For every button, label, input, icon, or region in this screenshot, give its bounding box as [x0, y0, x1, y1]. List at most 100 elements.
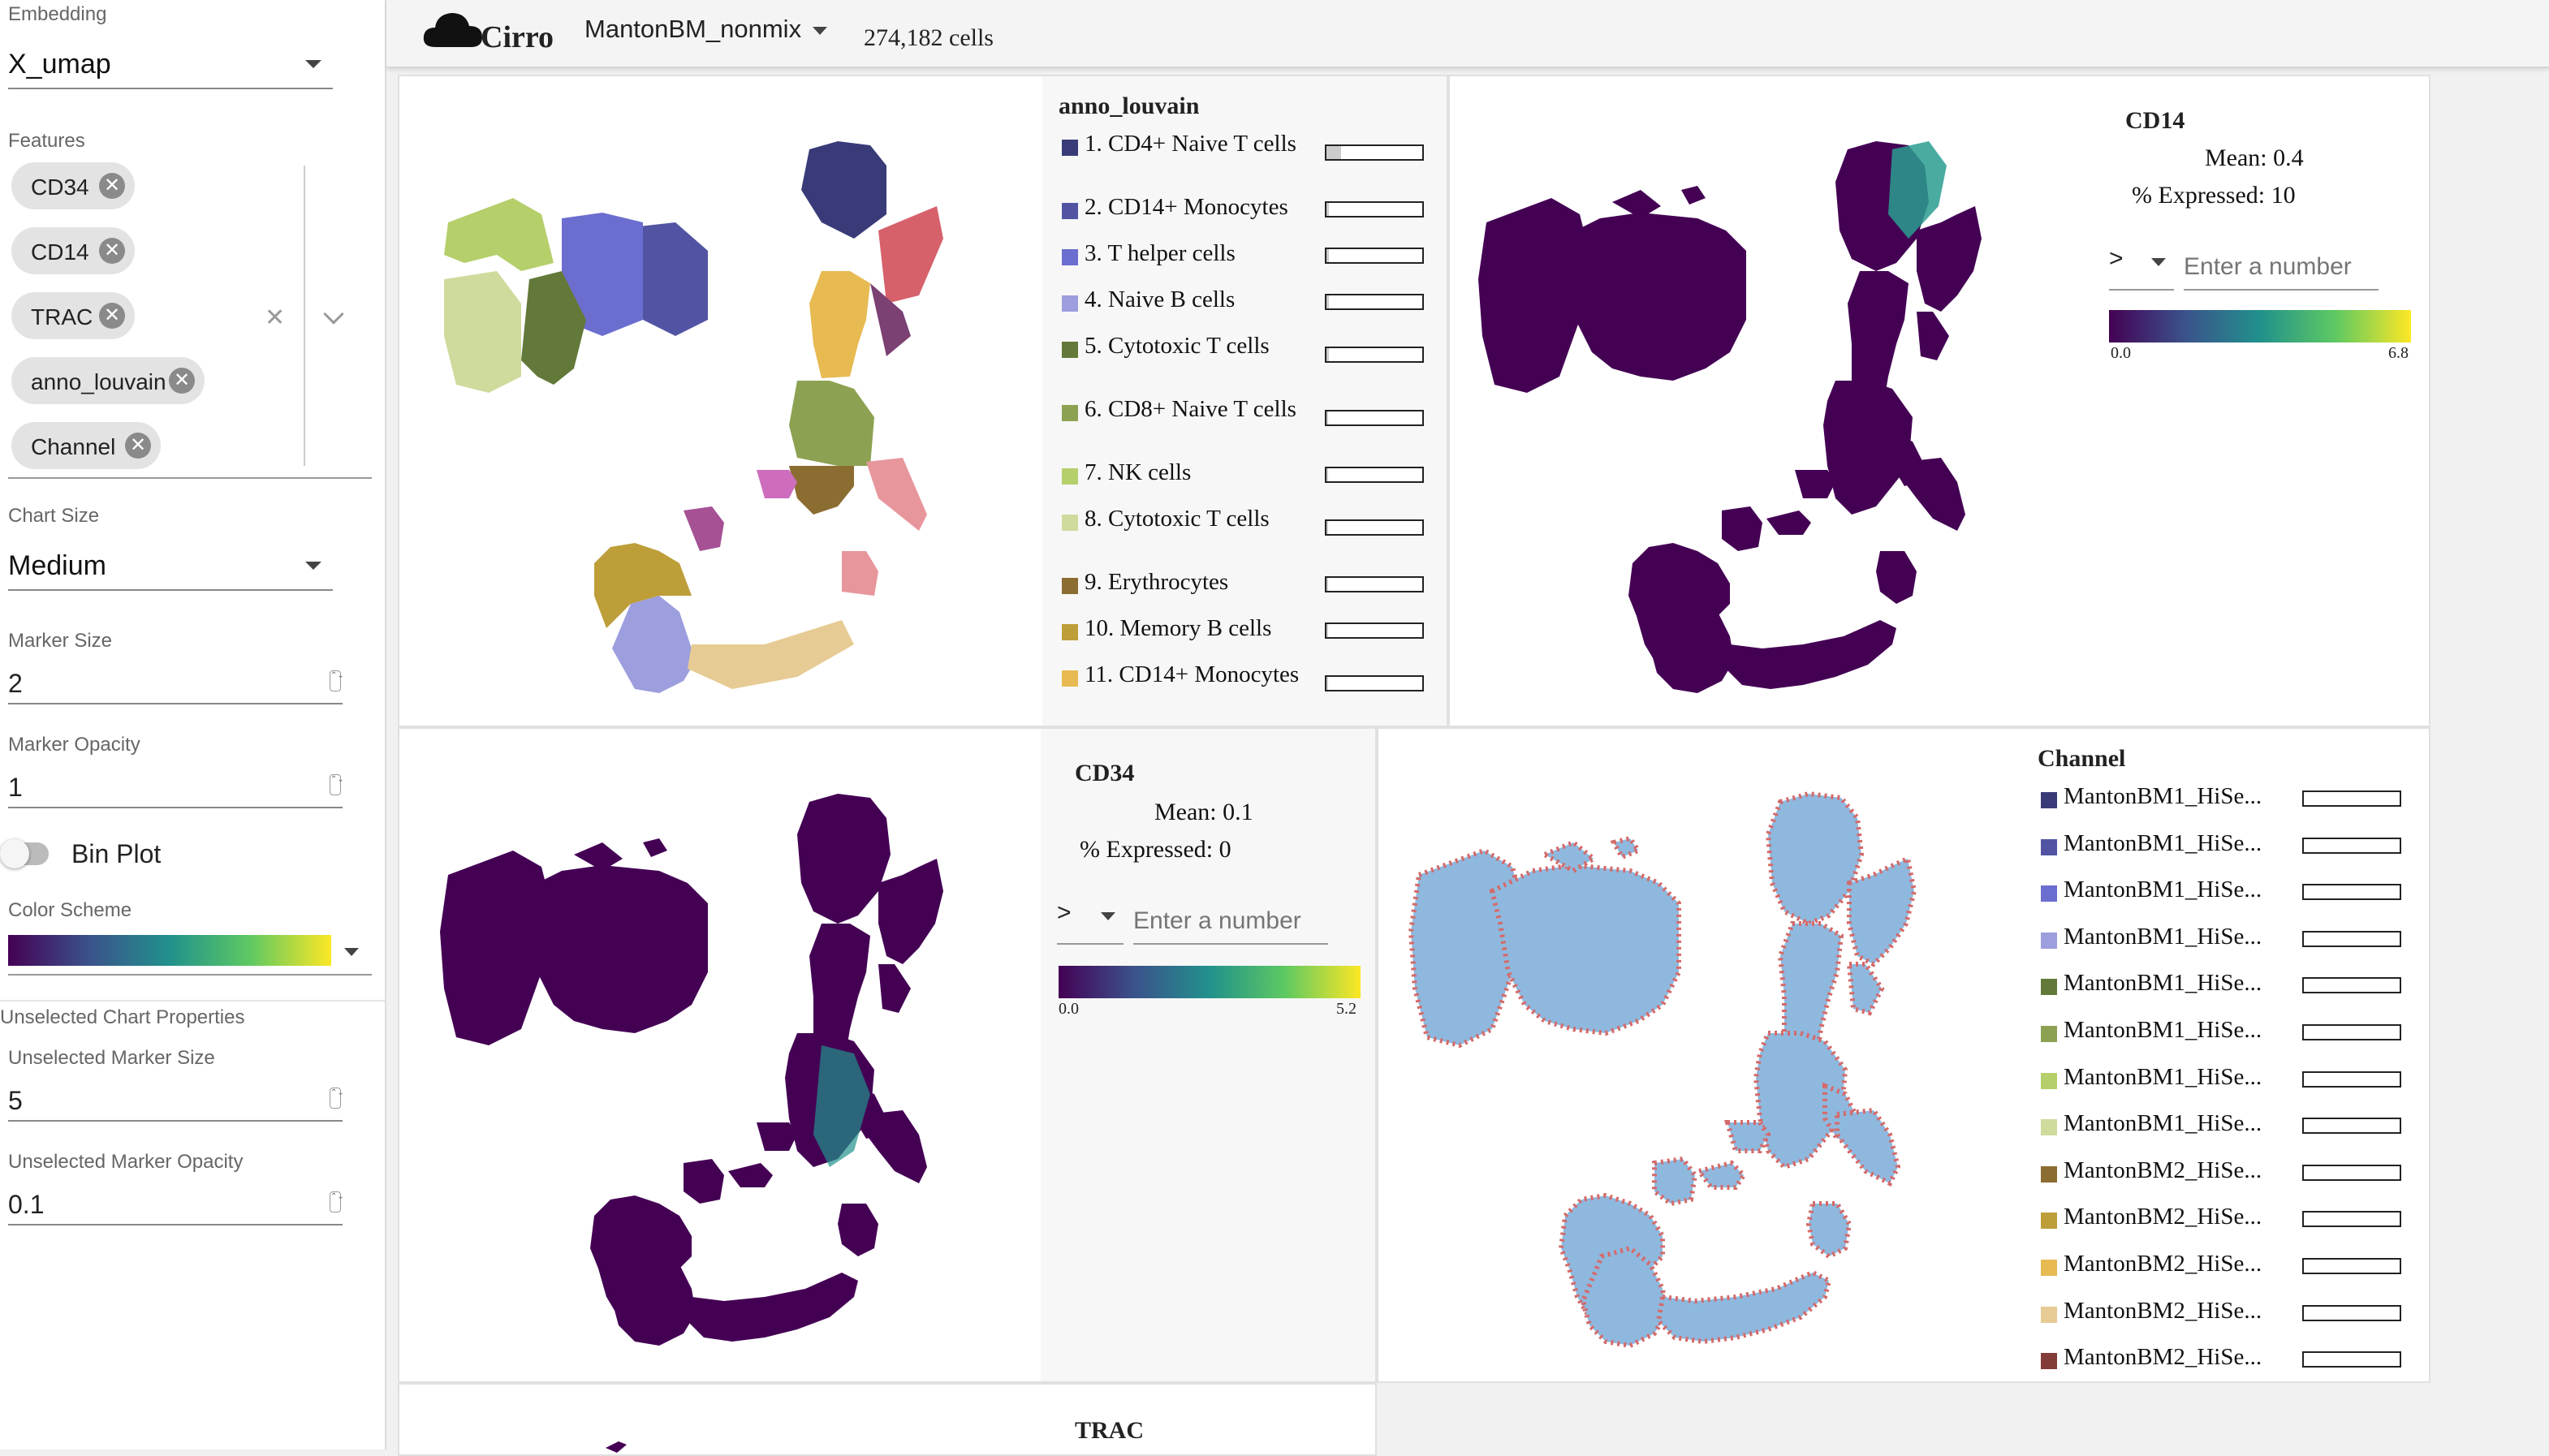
stepper-icon[interactable]: ⌃⌄	[330, 774, 344, 795]
chevron-down-icon	[305, 562, 321, 570]
cd14-threshold-input[interactable]	[2184, 245, 2379, 291]
channel-legend-item[interactable]: MantonBM1_HiSe...	[2041, 1108, 2262, 1139]
legend-label: 9. Erythrocytes	[1085, 569, 1229, 595]
dataset-select[interactable]: MantonBM_nonmix	[584, 15, 828, 47]
anno-legend-item[interactable]: 9. Erythrocytes	[1062, 566, 1313, 597]
cd34-scatter[interactable]	[399, 729, 1049, 1378]
channel-legend-item[interactable]: MantonBM1_HiSe...	[2041, 874, 2262, 905]
chevron-down-icon[interactable]	[323, 304, 344, 325]
legend-bar	[1325, 201, 1424, 218]
channel-legend-item[interactable]: MantonBM1_HiSe...	[2041, 967, 2262, 998]
unselected-opacity-input[interactable]: 0.1 ⌃⌄	[8, 1177, 344, 1226]
cluster-8	[444, 271, 521, 393]
unselected-size-input[interactable]: 5 ⌃⌄	[8, 1073, 344, 1122]
cluster-extra-5	[684, 506, 724, 551]
cd34-operator-select[interactable]: >	[1057, 899, 1124, 945]
legend-swatch	[1062, 578, 1078, 594]
anno-legend-item[interactable]: 4. Naive B cells	[1062, 284, 1313, 315]
color-scheme-underline	[8, 974, 372, 976]
channel-panel: Channel MantonBM1_HiSe... MantonBM1_HiSe.…	[1377, 727, 2430, 1383]
cd14-title: CD14	[2125, 107, 2185, 134]
trac-scatter[interactable]	[602, 1424, 635, 1456]
legend-label: MantonBM1_HiSe...	[2064, 829, 2262, 856]
legend-swatch	[2041, 1213, 2057, 1230]
anno-legend-item[interactable]: 7. NK cells	[1062, 457, 1313, 488]
cd14-operator-select[interactable]: >	[2109, 245, 2174, 291]
remove-icon[interactable]: ✕	[99, 303, 125, 329]
legend-label: 7. NK cells	[1085, 459, 1192, 485]
legend-bar	[1325, 467, 1424, 483]
feature-chip-trac[interactable]: TRAC ✕	[11, 292, 135, 339]
channel-legend-item[interactable]: MantonBM2_HiSe...	[2041, 1342, 2262, 1372]
channel-legend-item[interactable]: MantonBM2_HiSe...	[2041, 1201, 2262, 1232]
clear-features-icon[interactable]: ✕	[265, 304, 286, 331]
channel-scatter[interactable]	[1378, 729, 2028, 1378]
sidebar: Embedding X_umap Features CD34 ✕ CD14 ✕ TR…	[0, 0, 386, 1450]
cluster-extra-1	[878, 206, 943, 304]
remove-icon[interactable]: ✕	[125, 433, 151, 459]
channel-legend-item[interactable]: MantonBM1_HiSe...	[2041, 781, 2262, 812]
features-divider	[304, 166, 305, 466]
cluster-extra-7	[870, 283, 911, 356]
legend-label: 5. Cytotoxic T cells	[1085, 333, 1270, 359]
channel-legend-item[interactable]: MantonBM2_HiSe...	[2041, 1248, 2262, 1279]
feature-chip-cd14[interactable]: CD14 ✕	[11, 227, 135, 274]
legend-bar	[1325, 248, 1424, 264]
remove-icon[interactable]: ✕	[99, 238, 125, 264]
feature-chip-channel[interactable]: Channel ✕	[11, 422, 161, 469]
cloud-icon	[423, 13, 482, 47]
marker-opacity-input[interactable]: 1 ⌃⌄	[8, 760, 344, 808]
anno-legend-item[interactable]: 8. Cytotoxic T cells	[1062, 503, 1313, 534]
cd14-mean: Mean: 0.4	[2205, 144, 2304, 171]
remove-icon[interactable]: ✕	[99, 173, 125, 199]
legend-bar	[2302, 1070, 2401, 1088]
anno-legend-item[interactable]: 1. CD4+ Naive T cells	[1062, 128, 1313, 159]
remove-icon[interactable]: ✕	[169, 368, 195, 394]
anno-louvain-scatter[interactable]	[399, 76, 1049, 726]
stepper-icon[interactable]: ⌃⌄	[330, 670, 344, 691]
legend-swatch	[2041, 932, 2057, 949]
cd34-threshold-input[interactable]	[1133, 899, 1328, 945]
chevron-down-icon	[1101, 912, 1115, 920]
chevron-down-icon	[305, 60, 321, 68]
embedding-select[interactable]: X_umap	[8, 37, 333, 89]
legend-bar-fill	[1326, 677, 1328, 690]
channel-legend-item[interactable]: MantonBM1_HiSe...	[2041, 1014, 2262, 1045]
marker-size-input[interactable]: 2 ⌃⌄	[8, 656, 344, 704]
feature-chip-anno-louvain[interactable]: anno_louvain ✕	[11, 357, 205, 404]
cd14-scatter[interactable]	[1450, 76, 2099, 726]
legend-bar-fill	[1326, 411, 1328, 424]
cluster-7	[444, 198, 554, 271]
channel-legend-item[interactable]: MantonBM1_HiSe...	[2041, 1062, 2262, 1092]
anno-legend-item[interactable]: 11. CD14+ Monocytes	[1062, 659, 1313, 690]
anno-legend-item[interactable]: 2. CD14+ Monocytes	[1062, 192, 1313, 222]
trac-title: TRAC	[1075, 1417, 1145, 1444]
feature-chip-cd34[interactable]: CD34 ✕	[11, 162, 135, 209]
cd34-max: 5.2	[1336, 1000, 1356, 1018]
channel-legend-item[interactable]: MantonBM2_HiSe...	[2041, 1295, 2262, 1326]
cluster-2	[639, 222, 708, 336]
unselected-opacity-label: Unselected Marker Opacity	[8, 1151, 244, 1173]
bin-plot-toggle[interactable]	[0, 839, 49, 868]
legend-label: MantonBM1_HiSe...	[2064, 783, 2262, 809]
cluster-9	[789, 466, 854, 515]
cd34-expressed: % Expressed: 0	[1080, 836, 1231, 863]
legend-bar	[1325, 410, 1424, 426]
legend-label: MantonBM1_HiSe...	[2064, 1110, 2262, 1137]
color-scheme-swatch[interactable]	[8, 935, 331, 966]
legend-label: 6. CD8+ Naive T cells	[1085, 396, 1296, 422]
anno-legend-item[interactable]: 6. CD8+ Naive T cells	[1062, 394, 1313, 424]
anno-legend-item[interactable]: 10. Memory B cells	[1062, 613, 1313, 644]
channel-legend-item[interactable]: MantonBM1_HiSe...	[2041, 828, 2262, 859]
chart-size-select[interactable]: Medium	[8, 539, 333, 591]
legend-swatch	[1062, 624, 1078, 640]
legend-bar	[2302, 1304, 2401, 1321]
legend-bar-fill	[1326, 203, 1329, 216]
stepper-icon[interactable]: ⌃⌄	[330, 1191, 344, 1213]
channel-legend-item[interactable]: MantonBM2_HiSe...	[2041, 1155, 2262, 1186]
anno-legend-item[interactable]: 3. T helper cells	[1062, 238, 1313, 269]
chevron-down-icon[interactable]	[344, 948, 359, 956]
stepper-icon[interactable]: ⌃⌄	[330, 1088, 344, 1109]
channel-legend-item[interactable]: MantonBM1_HiSe...	[2041, 921, 2262, 952]
anno-legend-item[interactable]: 5. Cytotoxic T cells	[1062, 330, 1313, 361]
